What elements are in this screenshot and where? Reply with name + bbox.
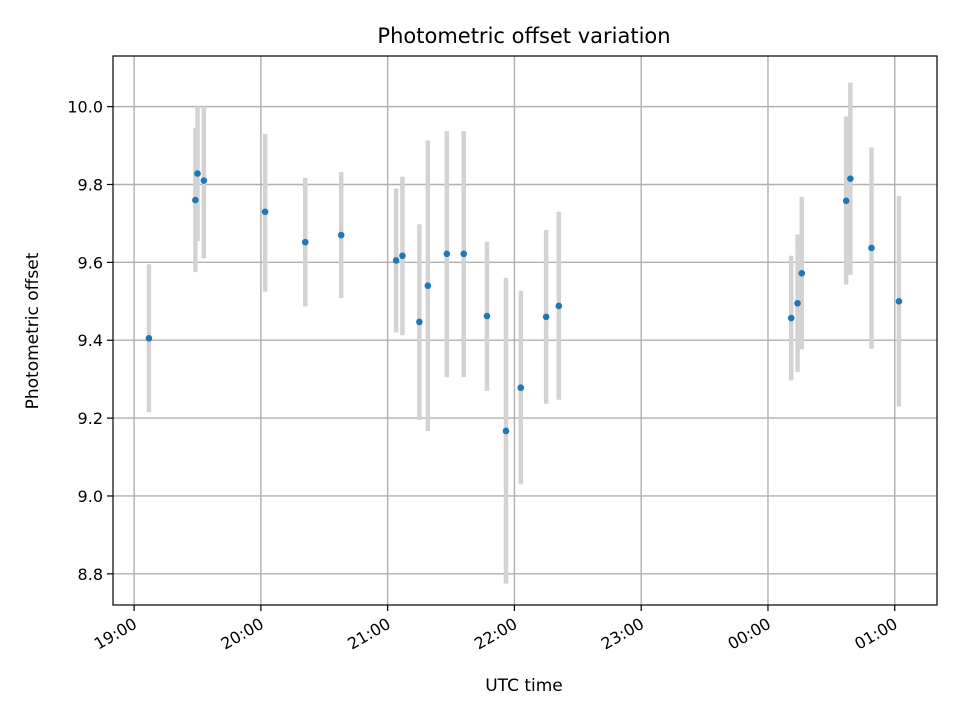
data-point	[798, 269, 806, 277]
data-point	[895, 297, 903, 305]
data-point	[555, 302, 563, 310]
data-point	[392, 257, 400, 264]
y-tick-label: 9.4	[78, 331, 103, 350]
x-tick-label: 19:00	[91, 614, 140, 654]
data-point	[842, 197, 850, 205]
data-point	[460, 250, 468, 258]
x-tick-label: 01:00	[851, 614, 900, 654]
data-points	[145, 170, 903, 435]
data-point	[787, 314, 795, 322]
data-point	[194, 170, 201, 177]
data-point	[192, 196, 199, 204]
y-tick-label: 9.8	[78, 175, 103, 194]
plot-frame	[112, 55, 938, 606]
y-tick-label: 10.0	[67, 98, 103, 117]
data-point	[868, 244, 875, 252]
data-point	[502, 427, 510, 435]
x-tick-label: 22:00	[471, 614, 520, 654]
data-point	[399, 252, 406, 260]
data-point	[145, 334, 153, 342]
grid-lines	[113, 56, 937, 605]
x-axis-label: UTC time	[485, 676, 563, 696]
data-point	[483, 312, 491, 320]
y-tick-label: 9.2	[78, 409, 103, 428]
chart-title: Photometric offset variation	[377, 24, 670, 48]
data-point	[261, 208, 269, 216]
x-tick-label: 21:00	[344, 614, 393, 654]
data-point	[337, 231, 345, 239]
data-point	[542, 313, 550, 321]
data-point	[517, 384, 525, 392]
data-point	[794, 299, 801, 307]
data-point	[301, 238, 309, 246]
data-point	[416, 318, 423, 326]
axis-ticks: 19:00 20:00 21:00 22:00 23:00 00:00 01:00 8.8 9.…	[67, 98, 900, 654]
x-tick-label: 20:00	[217, 614, 266, 654]
data-point	[443, 250, 451, 258]
y-tick-label: 9.0	[78, 487, 103, 506]
y-tick-label: 9.6	[78, 253, 103, 272]
x-tick-label: 00:00	[725, 614, 774, 654]
y-axis-label: Photometric offset	[23, 252, 43, 409]
data-point	[424, 282, 432, 290]
data-point	[200, 177, 208, 184]
data-point	[847, 175, 854, 182]
y-tick-label: 8.8	[78, 565, 103, 584]
x-tick-label: 23:00	[598, 614, 647, 654]
